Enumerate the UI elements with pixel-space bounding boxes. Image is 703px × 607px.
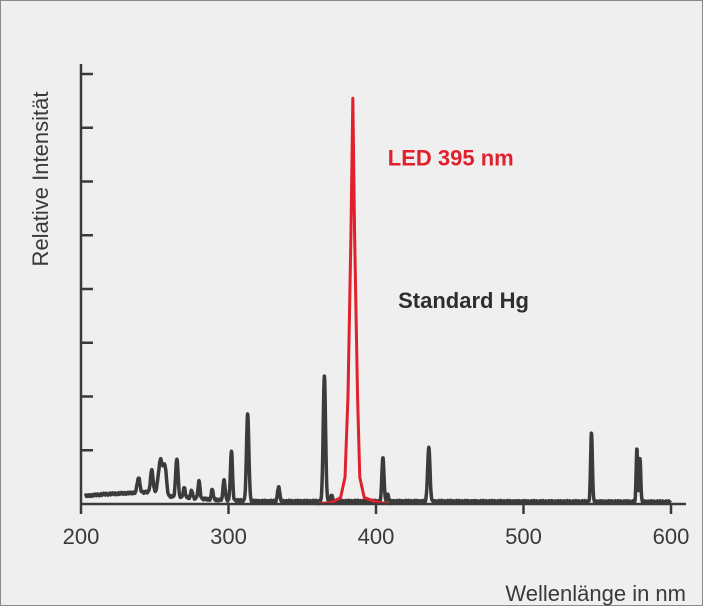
y-axis-title: Relative Intensität: [28, 92, 53, 267]
x-tick-label: 500: [505, 524, 542, 549]
x-tick-label: 200: [63, 524, 100, 549]
series-label-standard-hg: Standard Hg: [398, 288, 529, 313]
x-tick-label: 400: [358, 524, 395, 549]
x-ticks: 200 300 400 500 600: [63, 504, 690, 549]
x-axis-title: Wellenlänge in nm: [505, 581, 686, 606]
series-line-led-395: [316, 96, 391, 506]
series-label-led-395: LED 395 nm: [388, 145, 514, 170]
y-ticks: [81, 72, 93, 452]
series-line-standard-hg: [83, 374, 673, 505]
x-tick-label: 300: [210, 524, 247, 549]
x-tick-label: 600: [653, 524, 690, 549]
